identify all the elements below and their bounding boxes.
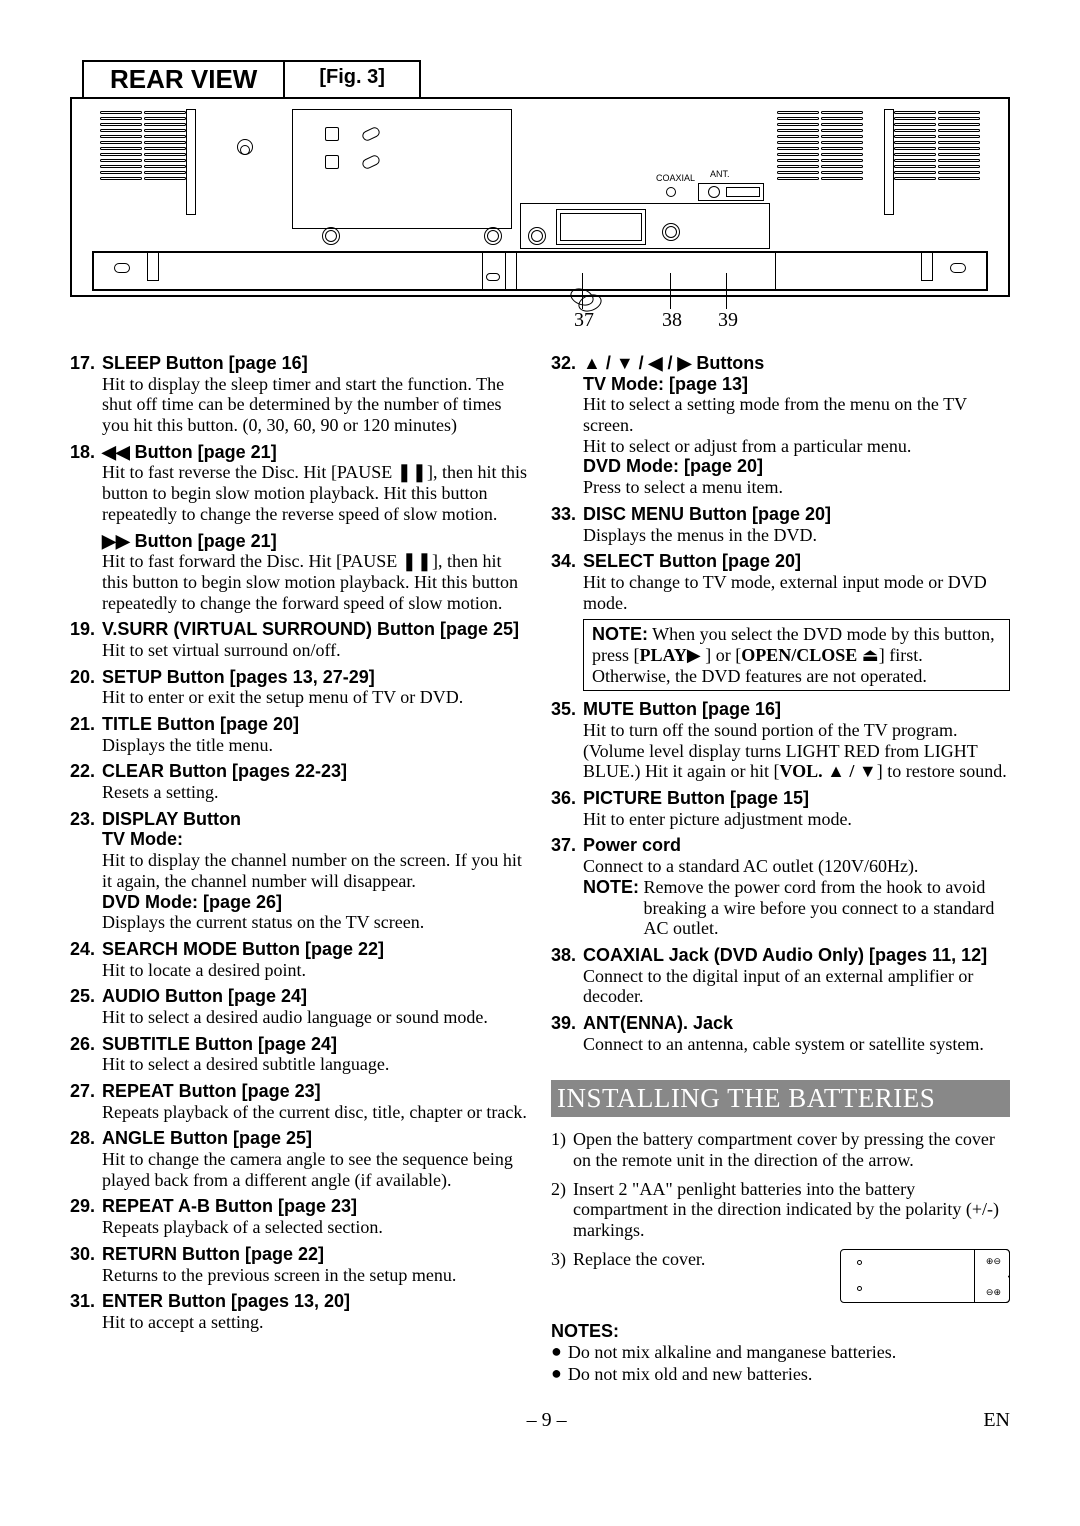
callout-38: 38 xyxy=(662,309,682,332)
figure-number: [Fig. 3] xyxy=(285,62,419,97)
right-column: 32.▲ / ▼ / ◀ / ▶ Buttons TV Mode: [page … xyxy=(551,353,1010,1385)
note-box: NOTE: When you select the DVD mode by th… xyxy=(583,619,1010,691)
battery-illustration: ⊕⊖ ⊖⊕ ➔ xyxy=(840,1249,1010,1303)
left-column: 17.SLEEP Button [page 16]Hit to display … xyxy=(70,353,529,1385)
note-bullet: ●Do not mix old and new batteries. xyxy=(551,1364,1010,1385)
page-number: – 9 – xyxy=(110,1409,983,1432)
installing-batteries-heading: INSTALLING THE BATTERIES xyxy=(551,1080,1010,1117)
page-lang: EN xyxy=(983,1409,1010,1432)
figure-area: REAR VIEW [Fig. 3] xyxy=(70,60,1010,339)
page-footer: – 9 – EN xyxy=(70,1409,1010,1432)
notes-heading: NOTES: xyxy=(551,1321,1010,1342)
callout-39: 39 xyxy=(718,309,738,332)
ant-label: ANT. xyxy=(710,169,730,179)
coaxial-label: COAXIAL xyxy=(656,173,695,183)
device-outline: COAXIAL ANT. xyxy=(70,97,1010,297)
note-bullet: ●Do not mix alkaline and manganese batte… xyxy=(551,1342,1010,1363)
callout-37: 37 xyxy=(574,309,594,332)
rear-view-label: REAR VIEW xyxy=(84,62,285,97)
figure-title-box: REAR VIEW [Fig. 3] xyxy=(82,60,421,99)
battery-steps: 1)Open the battery compartment cover by … xyxy=(551,1129,1010,1308)
content-columns: 17.SLEEP Button [page 16]Hit to display … xyxy=(70,353,1010,1385)
figure-callouts: 37 38 39 xyxy=(70,297,1010,339)
